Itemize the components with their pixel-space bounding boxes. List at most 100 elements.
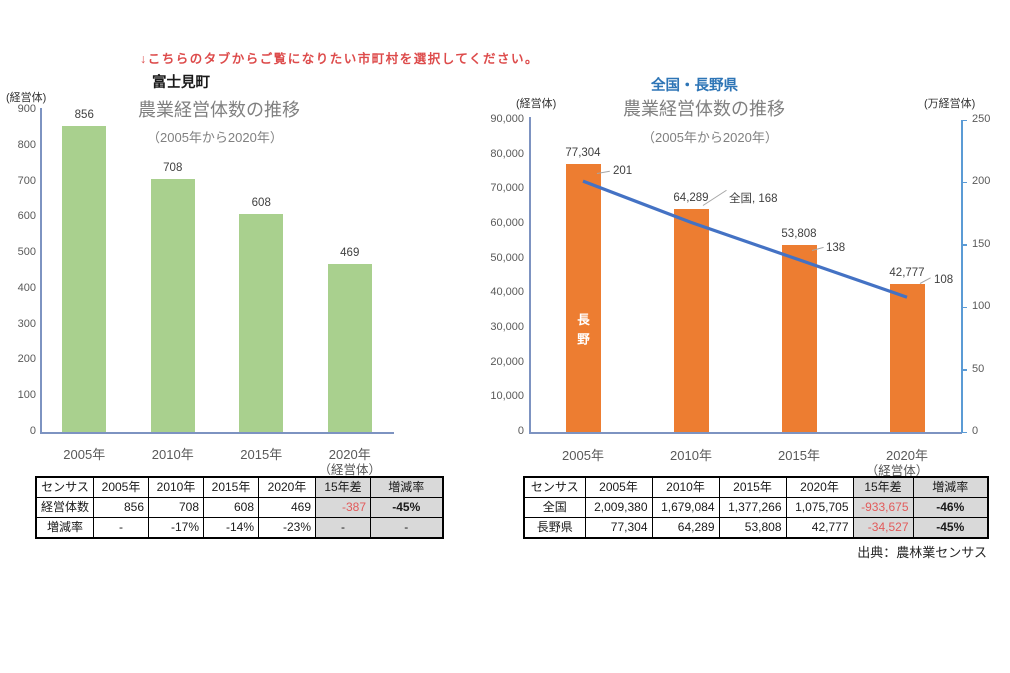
bar-value-label: 77,304 (565, 147, 601, 159)
table-cell: 1,377,266 (718, 497, 787, 518)
y-tick-label: 500 (17, 246, 36, 259)
bar-value-label: 42,777 (889, 266, 925, 279)
secondary-axis-tick (961, 181, 967, 184)
table-cell: - (93, 517, 150, 539)
table-cell: 2,009,380 (584, 497, 653, 518)
table-cell: -14% (203, 517, 260, 539)
bar-value-label: 708 (163, 161, 183, 174)
secondary-y-tick-label: 0 (972, 425, 979, 437)
line-point-label: 108 (934, 274, 954, 287)
x-category-label: 2005年 (63, 447, 106, 462)
y-tick-label: 600 (17, 210, 36, 223)
right-chart-subtitle: 農業経営体数の推移 (623, 99, 785, 119)
bar-value-label: 469 (340, 247, 360, 260)
table-row: 長野県 77,304 64,289 53,808 42,777 -34,527 -45% (523, 517, 989, 539)
bar (565, 164, 601, 432)
table-cell: 増減率 (370, 476, 444, 498)
x-category-label: 2020年 (328, 447, 371, 462)
y-tick-label: 100 (17, 389, 36, 402)
table-cell: -46% (912, 497, 989, 518)
bar (150, 178, 195, 432)
right-chart-left-unit-label: (経営体) (516, 98, 557, 110)
table-row: 増減率 - -17% -14% -23% - - (35, 517, 444, 539)
x-category-label: 2005年 (562, 448, 604, 463)
table-cell: 708 (148, 497, 205, 518)
table-cell: 2010年 (651, 476, 720, 498)
secondary-axis-tick (961, 119, 967, 121)
table-cell: 2010年 (148, 476, 205, 498)
table-cell: 64,289 (651, 517, 720, 539)
table-cell: - (315, 517, 372, 539)
table-cell: 長野県 (523, 517, 586, 539)
table-cell: 2005年 (93, 476, 150, 498)
table-cell: 15年差 (315, 476, 372, 498)
bar (327, 264, 372, 432)
y-tick-label: 70,000 (490, 182, 524, 195)
x-category-label: 2020年 (886, 448, 928, 463)
table-cell: 77,304 (584, 517, 653, 539)
bar-value-label: 608 (251, 197, 271, 210)
y-tick-label: 30,000 (490, 321, 524, 333)
y-tick-label: 50,000 (490, 251, 524, 264)
y-tick-label: 80,000 (490, 147, 524, 160)
line-point-label: 138 (826, 241, 846, 254)
line-point-label: 全国, 168 (729, 193, 778, 206)
national-trend-line (582, 179, 908, 299)
y-tick-label: 900 (17, 103, 36, 115)
secondary-y-tick-label: 200 (972, 175, 991, 188)
table-header-row: センサス 2005年 2010年 2015年 2020年 15年差 増減率 (523, 476, 989, 498)
table-cell: センサス (523, 476, 586, 498)
table-cell: -933,675 (852, 497, 914, 518)
bar (781, 245, 817, 432)
bar (673, 209, 709, 432)
x-axis-line (529, 432, 962, 434)
table-cell: 1,679,084 (651, 497, 720, 518)
table-cell: 53,808 (718, 517, 787, 539)
y-tick-label: 800 (17, 138, 36, 151)
secondary-y-tick-label: 250 (972, 113, 991, 125)
y-tick-label: 40,000 (490, 286, 524, 299)
table-cell: -45% (912, 517, 989, 539)
data-table: センサス 2005年 2010年 2015年 2020年 15年差 増減率 経営体数 856 70… (35, 476, 444, 539)
bar-value-label: 53,808 (781, 228, 817, 241)
tab-selection-note: ↓こちらのタブからご覧になりたい市町村を選択してください。 (140, 52, 540, 66)
secondary-y-tick-label: 100 (972, 300, 991, 313)
table-header-row: センサス 2005年 2010年 2015年 2020年 15年差 増減率 (35, 476, 444, 498)
right-chart-period: （2005年から2020年） (642, 130, 778, 145)
table-cell: 全国 (523, 497, 586, 518)
line-point-label: 201 (613, 165, 633, 178)
x-category-label: 2010年 (670, 448, 712, 463)
table-cell: 2020年 (785, 476, 854, 498)
y-tick-label: 0 (517, 425, 524, 437)
y-tick-label: 0 (29, 425, 36, 437)
secondary-axis-tick (961, 369, 967, 371)
right-chart-title: 全国・長野県 (651, 78, 738, 94)
y-axis-line (40, 108, 42, 432)
table-cell: - (370, 517, 444, 539)
fujimi-data-table: センサス 2005年 2010年 2015年 2020年 15年差 増減率 経営体数 856 70… (35, 476, 444, 539)
secondary-y-tick-label: 50 (972, 362, 985, 375)
bar (889, 283, 925, 432)
bar (239, 214, 284, 432)
x-axis-unit-note: （経営体） (865, 464, 929, 478)
y-tick-label: 200 (17, 353, 36, 366)
table-cell: 469 (258, 497, 317, 518)
table-row: 経営体数 856 708 608 469 -387 -45% (35, 497, 444, 518)
table-cell: -23% (258, 517, 317, 539)
table-cell: 1,075,705 (785, 497, 854, 518)
table-cell: -17% (148, 517, 205, 539)
y-tick-label: 90,000 (490, 113, 524, 125)
left-chart-unit-label: (経営体) (6, 92, 47, 104)
table-cell: 856 (93, 497, 150, 518)
secondary-axis-tick (961, 306, 967, 309)
table-cell: 42,777 (785, 517, 854, 539)
national-nagano-data-table: センサス 2005年 2010年 2015年 2020年 15年差 増減率 全国 2,009,3… (523, 476, 989, 539)
table-cell: 2015年 (718, 476, 787, 498)
x-category-label: 2010年 (151, 447, 194, 462)
y-tick-label: 10,000 (490, 390, 524, 403)
y-tick-label: 20,000 (490, 355, 524, 368)
table-cell: -387 (315, 497, 372, 518)
table-cell: 増減率 (35, 517, 95, 539)
